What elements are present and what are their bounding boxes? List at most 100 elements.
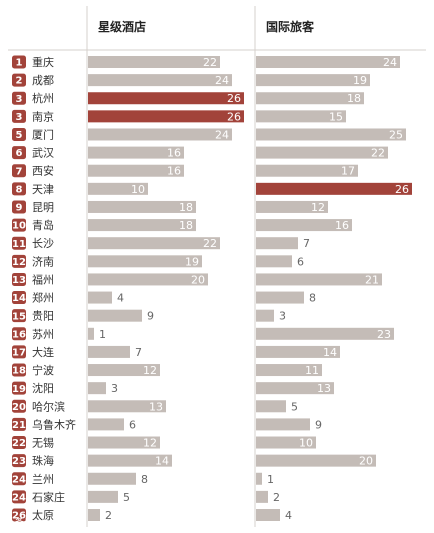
value-label: 20 bbox=[191, 273, 205, 286]
value-label: 2 bbox=[105, 509, 112, 522]
hotel-bar bbox=[88, 454, 172, 467]
city-label: 苏州 bbox=[32, 328, 54, 341]
value-label: 6 bbox=[129, 418, 136, 431]
hotel-bar bbox=[88, 382, 106, 395]
value-label: 24 bbox=[383, 56, 397, 69]
value-label: 13 bbox=[149, 400, 163, 413]
traveler-bar bbox=[256, 400, 286, 413]
city-label: 杭州 bbox=[32, 91, 54, 105]
value-label: 26 bbox=[227, 92, 241, 105]
value-label: 1 bbox=[267, 473, 274, 486]
rank-badge bbox=[12, 490, 26, 504]
rank-badge bbox=[12, 436, 26, 450]
hotel-bar bbox=[88, 472, 136, 485]
value-label: 16 bbox=[167, 165, 181, 178]
value-label: 15 bbox=[329, 110, 343, 123]
traveler-bar bbox=[256, 237, 298, 250]
value-label: 25 bbox=[389, 128, 403, 141]
value-label: 3 bbox=[279, 310, 286, 323]
hotel-bar bbox=[88, 436, 160, 449]
hotel-bar bbox=[88, 146, 184, 159]
value-label: 12 bbox=[143, 364, 157, 377]
city-label: 宁波 bbox=[32, 363, 54, 377]
city-label: 石家庄 bbox=[32, 490, 65, 504]
rank-badge bbox=[12, 272, 26, 286]
traveler-bar bbox=[256, 418, 310, 431]
value-label: 9 bbox=[315, 418, 322, 431]
city-label: 兰州 bbox=[32, 473, 54, 486]
rank-badge bbox=[12, 146, 26, 160]
value-label: 5 bbox=[291, 400, 298, 413]
hotel-bar bbox=[88, 509, 100, 521]
traveler-bar bbox=[256, 92, 364, 105]
hotel-bar bbox=[88, 56, 220, 68]
value-label: 20 bbox=[359, 455, 373, 468]
hotel-bar bbox=[88, 255, 202, 268]
traveler-bar bbox=[256, 74, 370, 87]
rank-number: 23 bbox=[12, 456, 26, 467]
value-label: 7 bbox=[303, 237, 310, 250]
value-label: 2 bbox=[273, 491, 280, 504]
rank-number: 11 bbox=[12, 239, 26, 250]
value-label: 21 bbox=[365, 273, 379, 286]
hotel-bar bbox=[88, 327, 94, 340]
panel-title-hotels: 星级酒店 bbox=[98, 19, 146, 34]
rank-number: 6 bbox=[16, 148, 23, 159]
rank-badge bbox=[12, 55, 26, 69]
city-label: 哈尔滨 bbox=[32, 399, 65, 413]
rank-number: 14 bbox=[12, 293, 26, 304]
value-label: 8 bbox=[309, 292, 316, 305]
rank-badge bbox=[12, 127, 26, 141]
traveler-bar bbox=[256, 509, 280, 521]
rank-badge bbox=[12, 291, 26, 305]
city-label: 武汉 bbox=[32, 147, 54, 160]
rows: 1 重庆 22 242 成都 24 193 杭州 26 183 南京 26 155 厦门 24 256 武汉 16… bbox=[12, 55, 412, 522]
value-label: 5 bbox=[123, 491, 130, 504]
value-label: 1 bbox=[99, 328, 106, 341]
traveler-bar bbox=[256, 364, 322, 377]
hotel-bar bbox=[88, 110, 244, 123]
traveler-bar bbox=[256, 164, 358, 177]
city-label: 大连 bbox=[32, 345, 54, 359]
traveler-bar bbox=[256, 490, 268, 503]
rank-badge bbox=[12, 454, 26, 468]
rank-number: 8 bbox=[16, 184, 23, 195]
rank-badge bbox=[12, 73, 26, 87]
value-label: 14 bbox=[323, 346, 337, 359]
city-label: 沈阳 bbox=[32, 381, 54, 395]
rank-badge bbox=[12, 309, 26, 323]
value-label: 4 bbox=[117, 292, 124, 305]
rank-badge bbox=[12, 327, 26, 341]
city-label: 成都 bbox=[32, 74, 54, 87]
value-label: 22 bbox=[371, 147, 385, 160]
rank-number: 15 bbox=[12, 311, 26, 322]
rank-number: 26 bbox=[12, 511, 26, 522]
rank-badge bbox=[12, 381, 26, 395]
value-label: 22 bbox=[203, 56, 217, 69]
rank-number: 5 bbox=[16, 130, 23, 141]
value-label: 18 bbox=[347, 92, 361, 105]
traveler-bar bbox=[256, 56, 400, 68]
city-label: 长沙 bbox=[32, 237, 54, 250]
hotel-bar bbox=[88, 345, 130, 358]
value-label: 16 bbox=[167, 147, 181, 160]
value-label: 22 bbox=[203, 237, 217, 250]
hotel-bar bbox=[88, 182, 148, 195]
traveler-bar bbox=[256, 291, 304, 304]
traveler-bar bbox=[256, 454, 376, 467]
hotel-bar bbox=[88, 92, 244, 105]
rank-number: 16 bbox=[12, 329, 26, 340]
rank-number: 2 bbox=[16, 76, 23, 87]
hotel-bar bbox=[88, 490, 118, 503]
city-label: 青岛 bbox=[32, 218, 54, 232]
rank-number: 7 bbox=[16, 166, 23, 177]
hotel-bar bbox=[88, 200, 196, 213]
city-label: 南京 bbox=[32, 109, 54, 123]
hotel-bar bbox=[88, 418, 124, 431]
hotel-bar bbox=[88, 364, 160, 377]
value-label: 18 bbox=[179, 201, 193, 214]
value-label: 24 bbox=[215, 74, 229, 87]
rank-number: 12 bbox=[12, 257, 26, 268]
traveler-bar bbox=[256, 345, 340, 358]
